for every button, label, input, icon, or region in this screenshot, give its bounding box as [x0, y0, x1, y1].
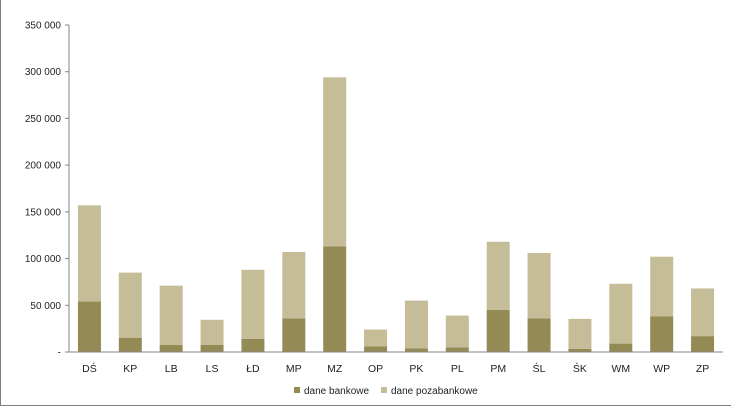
y-tick-label: 300 000: [25, 67, 62, 78]
bar-segment-dane-pozabankowe: [568, 318, 592, 349]
bar-segment-dane-bankowe: [609, 343, 633, 352]
x-tick-label: WP: [653, 363, 670, 375]
bar-segment-dane-bankowe: [404, 348, 428, 352]
y-tick-label: 250 000: [25, 114, 62, 125]
bar-segment-dane-bankowe: [159, 344, 183, 352]
y-tick-label: 200 000: [25, 161, 62, 172]
bar-segment-dane-bankowe: [282, 318, 306, 352]
y-tick-label: 50 000: [30, 301, 61, 312]
x-tick-label: ZP: [696, 363, 709, 375]
bar-segment-dane-bankowe: [77, 301, 101, 352]
bar-segment-dane-pozabankowe: [486, 241, 510, 310]
bar-segment-dane-bankowe: [486, 309, 510, 352]
bar-segment-dane-bankowe: [445, 347, 469, 352]
y-tick-label: -: [58, 348, 61, 359]
bar-segment-dane-bankowe: [691, 336, 715, 352]
legend-label-dane-bankowe: dane bankowe: [304, 386, 369, 397]
y-tick-label: 100 000: [25, 254, 62, 265]
bar-segment-dane-bankowe: [568, 348, 592, 352]
y-tick-label: 150 000: [25, 207, 62, 218]
y-tick-label: 350 000: [25, 21, 62, 32]
x-tick-label: ŚL: [533, 362, 546, 375]
bar-segment-dane-pozabankowe: [364, 329, 388, 347]
bar-segment-dane-pozabankowe: [323, 77, 347, 247]
bar-segment-dane-pozabankowe: [445, 315, 469, 348]
x-tick-label: ŁD: [246, 363, 260, 375]
bar-segment-dane-pozabankowe: [691, 288, 715, 337]
x-tick-label: MZ: [327, 363, 343, 375]
bar-segment-dane-pozabankowe: [282, 252, 306, 319]
bar-segment-dane-pozabankowe: [404, 300, 428, 349]
x-tick-label: WM: [611, 363, 630, 375]
bar-segment-dane-pozabankowe: [241, 269, 265, 339]
legend-swatch-dane-pozabankowe: [381, 387, 387, 393]
x-tick-label: KP: [123, 363, 137, 375]
bar-segment-dane-pozabankowe: [609, 283, 633, 344]
bar-segment-dane-pozabankowe: [159, 285, 183, 345]
bar-segment-dane-bankowe: [118, 337, 142, 352]
legend: dane bankowe dane pozabankowe: [294, 386, 478, 397]
x-tick-label: LB: [165, 363, 178, 375]
x-tick-label: OP: [368, 363, 383, 375]
bar-segment-dane-pozabankowe: [200, 319, 224, 345]
bar-segment-dane-bankowe: [241, 338, 265, 352]
bar-segment-dane-pozabankowe: [118, 272, 142, 338]
x-axis: DŚ KP LB LS ŁD MP MZ OP PK PL PM ŚL ŚK WM WP ZP: [69, 351, 723, 375]
bar-segment-dane-pozabankowe: [527, 252, 551, 319]
x-tick-label: ŚK: [573, 362, 587, 375]
legend-swatch-dane-bankowe: [294, 387, 300, 393]
x-tick-label: PL: [451, 363, 464, 375]
y-axis: - 50 000 100 000 150 000 200 000 250 000 300 0…: [25, 21, 70, 359]
bar-segment-dane-bankowe: [200, 344, 224, 352]
bar-segment-dane-bankowe: [323, 246, 347, 352]
bars: [77, 77, 715, 352]
bar-segment-dane-pozabankowe: [650, 256, 674, 317]
bar-segment-dane-bankowe: [650, 316, 674, 352]
x-tick-label: PM: [490, 363, 506, 375]
legend-label-dane-pozabankowe: dane pozabankowe: [391, 386, 478, 397]
bar-segment-dane-pozabankowe: [77, 205, 101, 302]
x-tick-label: PK: [409, 363, 423, 375]
x-tick-label: LS: [206, 363, 219, 375]
bar-segment-dane-bankowe: [527, 318, 551, 352]
x-tick-label: DŚ: [82, 362, 97, 375]
x-tick-label: MP: [286, 363, 302, 375]
bar-segment-dane-bankowe: [364, 346, 388, 352]
